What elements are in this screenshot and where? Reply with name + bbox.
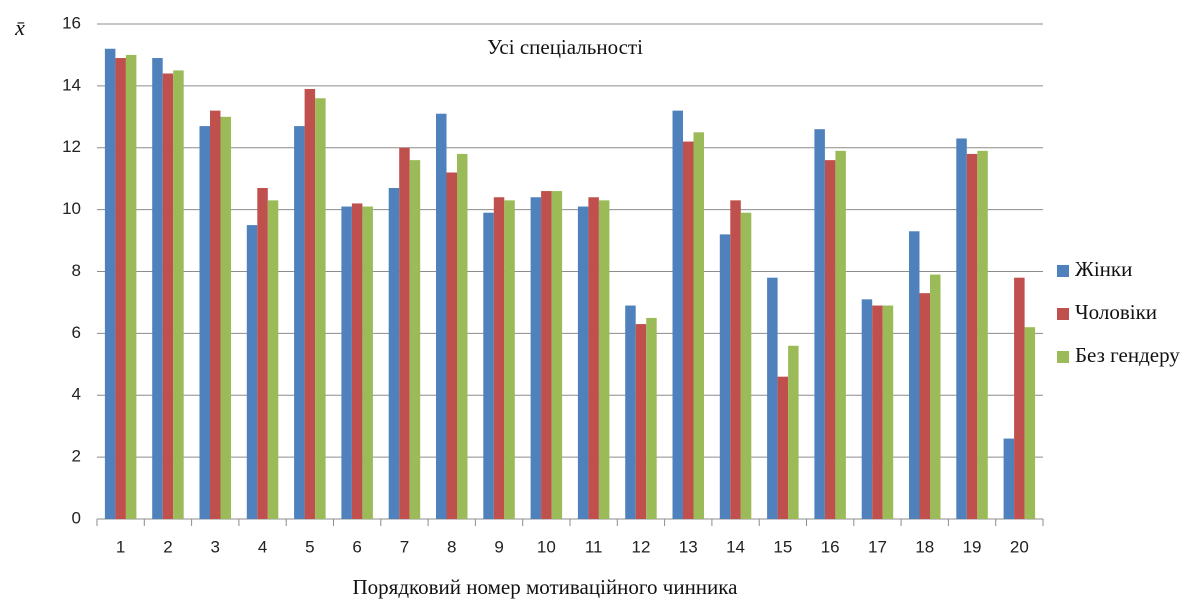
bar: [220, 116, 231, 519]
x-tick-label: 3: [211, 537, 220, 556]
bar: [719, 234, 731, 519]
legend-label: Жінки: [1075, 257, 1132, 281]
x-tick-label: 5: [305, 537, 314, 556]
bar: [956, 138, 967, 519]
bar: [872, 305, 883, 519]
x-tick-label: 8: [447, 537, 456, 556]
bar: [882, 305, 894, 519]
legend-label: Без гендеру: [1075, 343, 1180, 367]
bar: [388, 187, 400, 519]
bar: [1014, 277, 1025, 519]
bar: [436, 113, 447, 519]
bar: [409, 160, 421, 519]
bar: [104, 48, 116, 519]
bar: [625, 305, 636, 519]
bar: [530, 197, 542, 519]
bar: [551, 191, 563, 519]
bar: [162, 73, 174, 519]
x-tick-label: 13: [679, 537, 698, 556]
bar: [362, 206, 373, 519]
y-tick-label: 10: [62, 199, 81, 218]
y-tick-label: 8: [72, 261, 81, 280]
bar: [304, 88, 316, 519]
bar: [835, 150, 846, 519]
bar: [1003, 438, 1015, 519]
bar: [173, 70, 184, 519]
x-tick-label: 16: [821, 537, 840, 556]
bar: [294, 126, 305, 519]
bar: [504, 200, 515, 519]
bar: [446, 172, 457, 519]
bar: [909, 231, 920, 519]
bar: [399, 147, 410, 519]
y-tick-label: 4: [72, 385, 81, 404]
y-tick-label: 12: [62, 137, 81, 156]
bar: [646, 317, 657, 519]
bar: [767, 277, 778, 519]
bar: [777, 376, 789, 519]
bar: [246, 225, 258, 519]
bar: [577, 206, 589, 519]
y-tick-label: 0: [72, 508, 81, 527]
x-tick-label: 18: [915, 537, 934, 556]
bar: [740, 212, 752, 519]
x-tick-label: 4: [258, 537, 267, 556]
x-tick-label: 9: [494, 537, 503, 556]
x-tick-label: 20: [1010, 537, 1029, 556]
y-tick-label: 6: [72, 323, 81, 342]
bar: [977, 150, 988, 519]
bar: [493, 197, 505, 519]
bar: [598, 200, 610, 519]
x-tick-label: 15: [773, 537, 792, 556]
bar: [861, 299, 873, 519]
x-axis-label: Порядковий номер мотиваційного чинника: [353, 575, 739, 599]
y-tick-label: 16: [62, 13, 81, 32]
bar: [115, 58, 126, 519]
bar: [341, 206, 352, 519]
x-tick-label: 14: [726, 537, 745, 556]
x-tick-label: 11: [585, 537, 603, 556]
x-tick-label: 6: [352, 537, 361, 556]
bar: [351, 203, 363, 519]
bar: [814, 129, 825, 519]
x-tick-label: 12: [631, 537, 650, 556]
x-tick-label: 1: [116, 537, 125, 556]
legend-swatch: [1057, 265, 1069, 277]
y-tick-label: 14: [62, 75, 81, 94]
y-tick-label: 2: [72, 447, 81, 466]
bar: [683, 141, 694, 519]
bar: [257, 187, 268, 519]
bar: [966, 153, 978, 519]
bar: [267, 200, 279, 519]
x-tick-label: 17: [868, 537, 887, 556]
bar: [1024, 327, 1036, 519]
y-axis-label: x̄: [14, 15, 25, 40]
legend-swatch: [1057, 351, 1069, 363]
bar: [919, 293, 930, 519]
chart-title: Усі спеціальності: [487, 35, 643, 59]
bar: [824, 160, 836, 519]
x-tick-label: 10: [537, 537, 556, 556]
x-tick-label: 7: [400, 537, 409, 556]
bar: [125, 54, 137, 519]
bar: [672, 110, 683, 519]
bar: [788, 345, 799, 519]
bar: [930, 274, 941, 519]
bar: [457, 153, 468, 519]
x-tick-label: 2: [163, 537, 172, 556]
bar: [152, 58, 163, 519]
legend-label: Чоловіки: [1075, 300, 1157, 324]
x-tick-label: 19: [963, 537, 982, 556]
bar: [730, 200, 741, 519]
legend-swatch: [1057, 308, 1069, 320]
bar: [199, 126, 210, 519]
bar: [541, 191, 552, 519]
bar: [315, 98, 326, 519]
bar: [210, 110, 221, 519]
bar: [635, 324, 647, 519]
bar: [693, 132, 704, 519]
bar: [588, 197, 599, 519]
bar: [483, 212, 494, 519]
